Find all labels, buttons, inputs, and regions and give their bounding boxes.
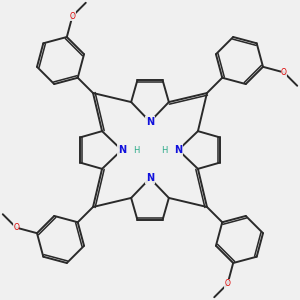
- Text: N: N: [146, 173, 154, 183]
- Text: N: N: [118, 145, 126, 155]
- Text: N: N: [146, 117, 154, 127]
- Text: O: O: [13, 223, 19, 232]
- Text: H: H: [161, 146, 167, 154]
- Text: H: H: [133, 146, 139, 154]
- Text: O: O: [70, 12, 75, 21]
- Text: N: N: [174, 145, 182, 155]
- Text: O: O: [225, 279, 230, 288]
- Text: O: O: [281, 68, 287, 77]
